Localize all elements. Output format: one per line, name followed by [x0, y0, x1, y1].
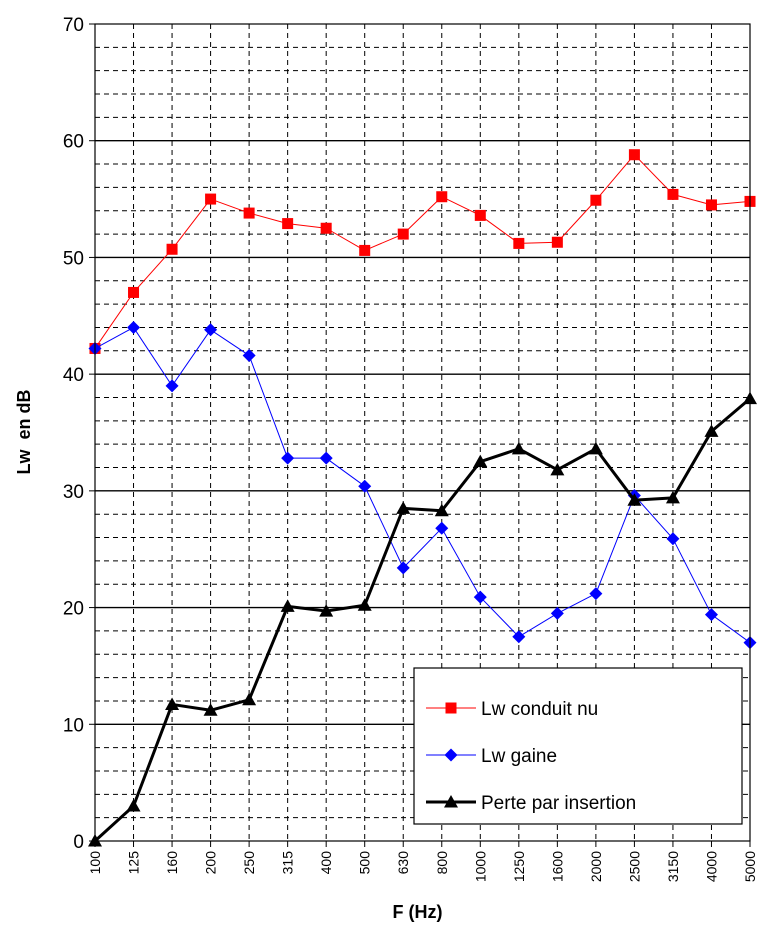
data-point — [281, 451, 295, 465]
x-tick-label: 500 — [357, 851, 373, 875]
data-point — [628, 149, 640, 161]
legend-label: Perte par insertion — [481, 793, 636, 814]
data-point — [359, 244, 371, 256]
y-tick-label: 40 — [63, 365, 84, 386]
series-line — [93, 397, 751, 843]
series-lw-gaine — [88, 320, 757, 650]
data-point — [357, 598, 372, 611]
x-tick-label: 2000 — [588, 851, 604, 882]
data-point — [589, 587, 603, 601]
data-point — [242, 692, 257, 706]
x-tick-label: 5000 — [742, 851, 757, 882]
x-tick-label: 400 — [318, 851, 334, 875]
data-point — [205, 193, 217, 205]
x-tick-label: 250 — [241, 851, 257, 875]
data-point — [166, 243, 178, 255]
x-tick-label: 630 — [395, 851, 411, 875]
y-tick-label: 0 — [73, 832, 84, 853]
x-tick-label: 2500 — [626, 851, 642, 882]
data-point — [319, 451, 333, 465]
data-point — [474, 209, 486, 221]
data-point — [665, 490, 680, 504]
data-point — [397, 228, 409, 240]
data-point — [282, 218, 294, 230]
data-point — [127, 320, 141, 334]
legend-label: Lw gaine — [481, 746, 557, 767]
data-point — [511, 441, 526, 455]
grid-lines — [95, 24, 750, 841]
x-tick-label: 4000 — [703, 851, 719, 882]
series-line — [94, 326, 751, 643]
data-point — [667, 188, 679, 200]
x-tick-label: 315 — [280, 851, 296, 875]
data-point — [243, 207, 255, 219]
data-point — [435, 521, 449, 535]
data-point — [704, 608, 718, 622]
data-point — [704, 424, 719, 437]
x-tick-label: 1000 — [472, 851, 488, 882]
data-point — [627, 493, 642, 506]
data-point — [550, 462, 565, 476]
x-tick-label: 3150 — [665, 851, 681, 882]
data-point — [513, 237, 525, 249]
data-point — [165, 379, 179, 393]
data-point — [705, 199, 717, 211]
data-point — [126, 798, 141, 812]
data-point — [473, 590, 487, 604]
data-point — [358, 479, 372, 493]
legend-box — [413, 667, 743, 825]
y-tick-label: 50 — [63, 248, 84, 269]
data-point — [666, 532, 680, 546]
series-layer — [88, 149, 757, 847]
data-point — [590, 194, 602, 206]
y-axis-ticks: 0 10 20 30 40 50 60 70 — [63, 15, 95, 853]
x-axis-ticks: 100 125 160 200 250 315 400 500 630 800 1000 1250 16… — [87, 841, 757, 882]
data-point — [319, 604, 334, 617]
data-point — [396, 561, 410, 575]
data-point — [128, 286, 140, 298]
data-point — [550, 606, 564, 620]
x-tick-label: 1600 — [549, 851, 565, 882]
legend-swatch-marker — [444, 795, 458, 808]
data-point — [280, 599, 295, 612]
data-point — [204, 323, 218, 337]
data-point — [320, 222, 332, 234]
x-tick-label: 800 — [434, 851, 450, 875]
data-point — [165, 697, 180, 710]
x-tick-label: 125 — [126, 851, 142, 875]
legend-swatch-marker — [445, 702, 457, 714]
legend-swatch-marker — [444, 748, 458, 762]
data-point — [434, 503, 449, 517]
y-tick-label: 30 — [63, 482, 84, 503]
data-point — [551, 236, 563, 248]
data-point — [512, 630, 526, 644]
y-tick-label: 60 — [63, 132, 84, 153]
plot-area-frame — [94, 23, 751, 842]
y-tick-label: 70 — [63, 15, 84, 36]
x-tick-label: 160 — [164, 851, 180, 875]
y-tick-label: 10 — [63, 715, 84, 736]
x-tick-label: 100 — [87, 851, 103, 875]
data-point — [588, 441, 603, 455]
data-point — [242, 348, 256, 362]
series-perte-par-insertion — [88, 391, 757, 847]
y-tick-label: 20 — [63, 599, 84, 620]
data-point — [473, 454, 488, 468]
x-axis-label: F (Hz) — [393, 902, 443, 922]
legend-label: Lw conduit nu — [481, 699, 598, 720]
data-point — [203, 703, 218, 716]
data-point — [436, 191, 448, 203]
y-axis-label: Lw en dB — [14, 390, 34, 475]
x-tick-label: 1250 — [511, 851, 527, 882]
x-tick-label: 200 — [203, 851, 219, 875]
legend: Lw conduit nu Lw gaine Perte par insertion — [413, 667, 743, 825]
data-point — [396, 501, 411, 514]
series-line — [94, 154, 751, 349]
